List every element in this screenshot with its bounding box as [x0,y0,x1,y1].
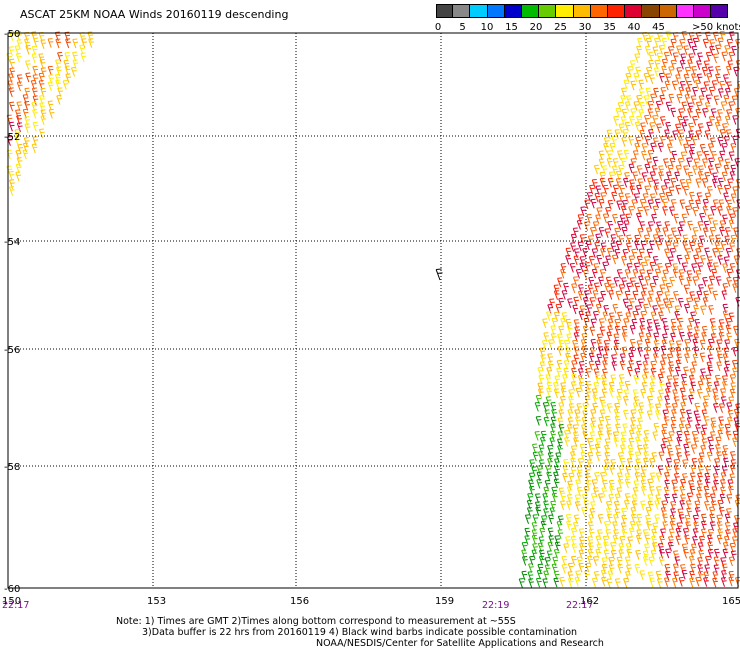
legend-label: 15 [505,22,518,33]
latitude-tick-label: -54 [4,237,20,248]
longitude-tick-label: 162 [580,596,599,607]
legend-swatch [590,4,608,18]
longitude-tick-label: 159 [435,596,454,607]
legend-swatch [539,4,557,18]
legend-label: 0 [434,22,442,33]
legend-swatch [504,4,522,18]
legend-swatch [694,4,712,18]
note-line-1: Note: 1) Times are GMT 2)Times along bot… [116,616,516,627]
lat-lon-grid [8,33,738,588]
map-title: ASCAT 25KM NOAA Winds 20160119 descendin… [20,8,289,21]
legend-label: 45 [652,22,665,33]
legend-label: 40 [627,22,641,33]
latitude-tick-label: -58 [4,462,20,473]
time-label-mid: 22:19 [482,600,510,611]
legend-swatch [573,4,591,18]
legend-swatch [436,4,454,18]
latitude-tick-label: -56 [4,345,20,356]
latitude-tick-label: -50 [4,29,20,40]
legend-label: >50 knots [692,22,740,33]
note-line-3: NOAA/NESDIS/Center for Satellite Applica… [316,638,604,649]
legend-label: 35 [603,22,616,33]
legend-swatch [676,4,694,18]
legend-label: 30 [578,22,592,33]
legend-swatch [659,4,677,18]
legend-swatch [487,4,505,18]
legend-swatch [453,4,471,18]
legend-swatch [556,4,574,18]
note-line-2: 3)Data buffer is 22 hrs from 20160119 4)… [142,627,578,638]
legend-swatch [608,4,626,18]
axis-tick-labels: 150 153 156 159 162 165 -50 -52 -54 -56 -58 -60 [2,29,740,607]
longitude-tick-label: 156 [290,596,309,607]
legend-label: 10 [480,22,494,33]
legend-label: 5 [459,22,466,33]
footnotes: Note: 1) Times are GMT 2)Times along bot… [116,616,604,649]
latitude-tick-label: -60 [4,584,20,595]
latitude-tick-label: -52 [4,132,20,143]
wind-barbs-layer [6,30,740,589]
longitude-tick-label: 153 [147,596,166,607]
longitude-tick-label: 150 [2,596,21,607]
map-frame [7,32,739,589]
legend-swatch [522,4,540,18]
wind-speed-legend: 0 5 10 15 20 25 30 35 40 45 >50 knots [434,4,740,38]
legend-label: 25 [554,22,567,33]
legend-label: 20 [529,22,543,33]
time-label-right: 22:17 [566,600,594,611]
legend-swatch [470,4,488,18]
legend-swatch [642,4,660,18]
time-label-left: 22:17 [2,600,30,611]
legend-swatch [625,4,643,18]
longitude-tick-label: 165 [722,596,740,607]
